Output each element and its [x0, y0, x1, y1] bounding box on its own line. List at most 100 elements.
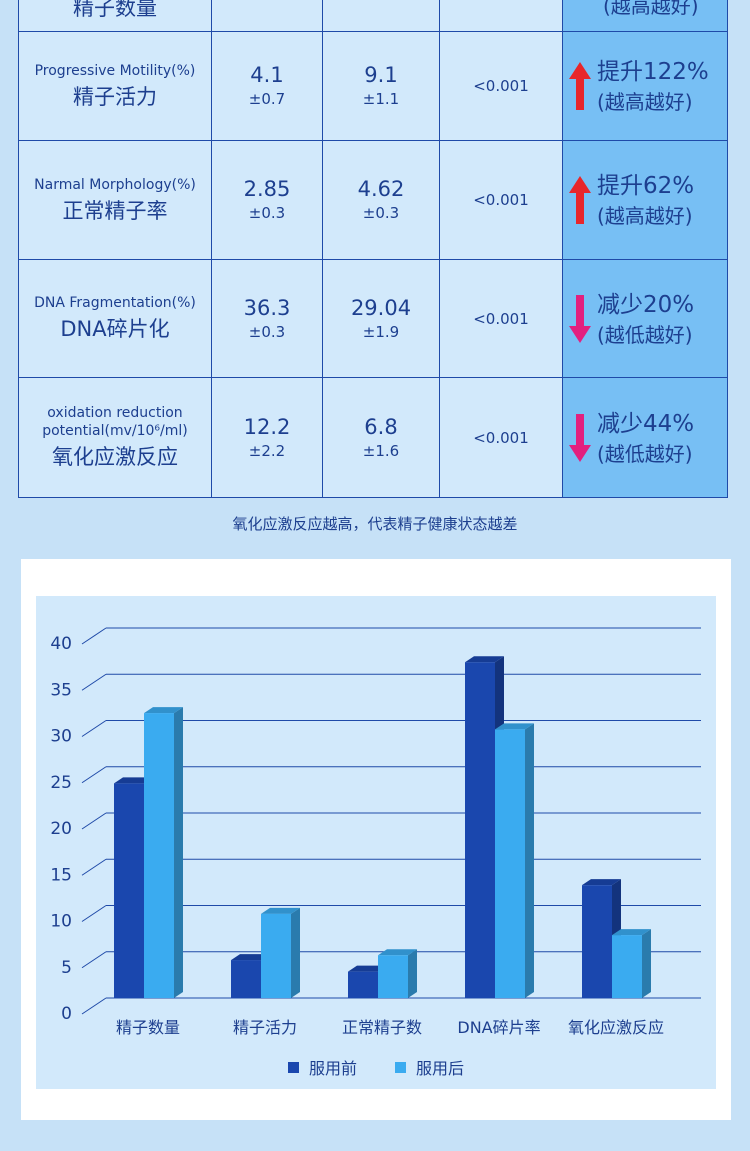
- result-note: (越高越好): [597, 90, 693, 114]
- gridline-slant: [81, 905, 107, 922]
- before-cell: 36.3 ±0.3: [212, 260, 323, 378]
- result-cell: 提升122% (越高越好): [563, 32, 728, 141]
- result-note: (越高越好): [597, 204, 693, 228]
- result-text: 提升122% (越高越好): [597, 56, 709, 116]
- p-value-cell: <0.001: [440, 378, 563, 498]
- x-tick-label: 氧化应激反应: [568, 1018, 664, 1037]
- result-text: 减少44% (越低越好): [597, 408, 694, 468]
- gridline-slant: [81, 858, 107, 876]
- before-cell: [212, 0, 323, 32]
- metric-cell: DNA Fragmentation(%) DNA碎片化: [19, 260, 212, 378]
- before-cell: 2.85 ±0.3: [212, 141, 323, 260]
- after-sd: ±0.3: [362, 204, 400, 222]
- p-value: <0.001: [473, 77, 529, 95]
- y-tick-label: 0: [61, 1004, 72, 1024]
- x-tick-label: 精子活力: [233, 1018, 297, 1037]
- gridline-slant: [81, 720, 107, 737]
- bar-side: [408, 949, 417, 998]
- bar: [495, 729, 525, 998]
- p-value-cell: <0.001: [440, 260, 563, 378]
- metric-cell: Narmal Morphology(%) 正常精子率: [19, 141, 212, 260]
- after-cell: 6.8 ±1.6: [323, 378, 440, 498]
- gridline-slant: [81, 951, 107, 969]
- after-mean: 9.1: [364, 63, 398, 87]
- after-cell: 9.1 ±1.1: [323, 32, 440, 141]
- y-tick-label: 30: [50, 727, 72, 747]
- legend-swatch: [287, 1061, 299, 1073]
- y-tick-label: 25: [50, 773, 72, 793]
- bar-chart: 0 5 10 15 20 25 30 35 40 精子数量 精子活力 正常精子数 DNA碎片率 氧化应激反…: [36, 596, 716, 1089]
- bar-top: [465, 656, 504, 663]
- legend-item: 服用前: [287, 1055, 357, 1079]
- metric-en: DNA Fragmentation(%): [34, 295, 196, 311]
- before-sd: ±0.3: [248, 204, 286, 222]
- result-change: 提升62%: [597, 173, 695, 199]
- p-value: <0.001: [473, 191, 529, 209]
- bar-top: [348, 965, 387, 972]
- before-mean: 2.85: [243, 177, 291, 201]
- after-sd: ±1.1: [362, 90, 400, 108]
- bar-top: [231, 954, 270, 961]
- chart-card: 0 5 10 15 20 25 30 35 40 精子数量 精子活力 正常精子数 DNA碎片率 氧化应激反…: [21, 559, 731, 1120]
- results-table: 精子数量 (越高越好) Progressive Motility(%) 精子活力 4.1…: [18, 0, 728, 498]
- after-cell: [323, 0, 440, 32]
- bar-top: [261, 907, 300, 914]
- before-sd: ±2.2: [248, 441, 286, 460]
- y-tick-label: 35: [50, 680, 72, 700]
- bar: [144, 713, 174, 998]
- after-sd: ±1.9: [362, 322, 400, 341]
- arrow-up-icon: [569, 176, 591, 224]
- metric-cn: 精子活力: [73, 84, 157, 109]
- result-change: 提升122%: [597, 59, 709, 85]
- bar: [261, 913, 291, 998]
- gridline-slant: [81, 627, 107, 645]
- after-mean: 4.62: [357, 177, 405, 201]
- bar: [378, 955, 408, 998]
- result-note: (越低越好): [597, 322, 693, 347]
- y-tick-label: 10: [50, 912, 72, 932]
- gridline-slant: [81, 812, 107, 830]
- legend-item: 服用后: [395, 1055, 464, 1079]
- y-tick-label: 5: [61, 958, 72, 978]
- result-change: 减少44%: [597, 410, 695, 437]
- bar-side: [642, 929, 651, 998]
- result-note: (越低越好): [597, 441, 693, 466]
- bar-top: [114, 777, 153, 784]
- after-sd: ±1.6: [362, 441, 400, 460]
- x-tick-label: DNA碎片率: [457, 1018, 540, 1037]
- metric-en: Progressive Motility(%): [34, 62, 196, 79]
- metric-cell: 精子数量: [19, 0, 212, 32]
- after-cell: 4.62 ±0.3: [323, 141, 440, 260]
- after-cell: 29.04 ±1.9: [323, 260, 440, 378]
- before-mean: 12.2: [243, 414, 291, 439]
- gridline-slant: [81, 673, 107, 691]
- metric-cell: Progressive Motility(%) 精子活力: [19, 32, 212, 141]
- bar-side: [525, 723, 534, 998]
- legend-swatch: [395, 1061, 406, 1073]
- metric-cn: 精子数量: [73, 0, 157, 20]
- metric-en: Narmal Morphology(%): [34, 176, 196, 193]
- result-text: 减少20% (越低越好): [597, 289, 694, 349]
- metric-en: oxidation reduction potential(mv/10⁶/ml): [42, 405, 188, 439]
- bar: [114, 783, 144, 998]
- before-sd: ±0.3: [248, 322, 286, 341]
- x-tick-label: 精子数量: [116, 1018, 180, 1037]
- before-sd: ±0.7: [248, 90, 286, 108]
- before-mean: 4.1: [250, 63, 284, 87]
- bar-side: [174, 707, 183, 998]
- bar: [582, 885, 612, 998]
- bar-top: [495, 723, 534, 730]
- before-mean: 36.3: [243, 295, 291, 320]
- legend-label: 服用后: [416, 1059, 465, 1078]
- result-text: 提升62% (越高越好): [597, 170, 694, 230]
- before-cell: 12.2 ±2.2: [212, 378, 323, 498]
- bar-top: [582, 879, 621, 886]
- x-tick-label: 正常精子数: [342, 1018, 422, 1037]
- bar: [612, 935, 642, 998]
- legend-label: 服用前: [308, 1059, 357, 1078]
- footnote: 氧化应激反应越高，代表精子健康状态越差: [232, 515, 518, 533]
- p-value-cell: <0.001: [440, 32, 563, 141]
- result-cell: 减少44% (越低越好): [563, 378, 728, 498]
- bar: [348, 971, 378, 998]
- bar: [231, 960, 261, 998]
